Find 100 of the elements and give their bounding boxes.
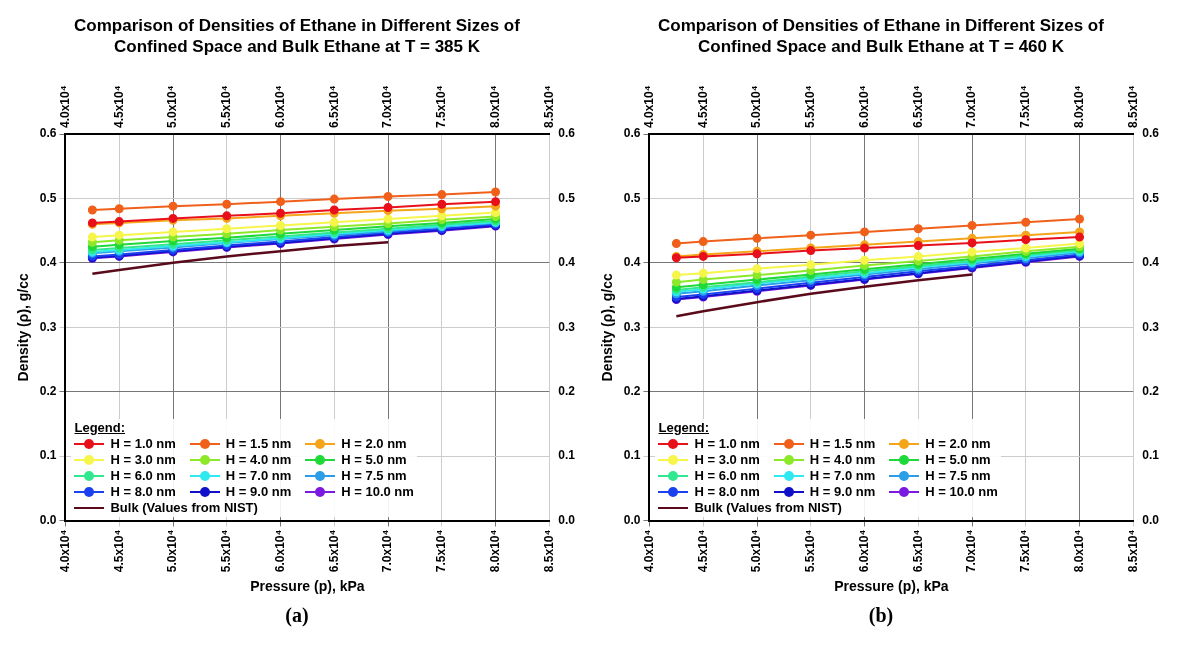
x-axis-title: Pressure (p), kPa xyxy=(250,578,365,595)
x-tick-label: 7.0x10⁴ xyxy=(380,85,395,128)
x2-tick-label: 8.5x10⁴ xyxy=(1125,529,1140,573)
legend-label: H = 8.0 nm xyxy=(693,483,760,500)
x2-tick-label: 4.0x10⁴ xyxy=(641,529,656,573)
x2-tick-label: 4.0x10⁴ xyxy=(57,529,72,573)
y2-tick-label: 0.3 xyxy=(558,319,576,334)
legend-label: H = 1.0 nm xyxy=(109,435,176,452)
x2-tick-label: 4.5x10⁴ xyxy=(695,529,710,573)
legend-label: H = 9.0 nm xyxy=(224,483,292,500)
x-axis-title: Pressure (p), kPa xyxy=(834,578,949,595)
y-tick-label: 0.4 xyxy=(623,255,641,270)
y2-tick-label: 0.1 xyxy=(558,448,576,463)
x2-tick-label: 4.5x10⁴ xyxy=(111,529,126,573)
x2-tick-label: 8.0x10⁴ xyxy=(487,529,502,573)
legend-label: H = 8.0 nm xyxy=(109,483,176,500)
legend-label: H = 1.0 nm xyxy=(693,435,760,452)
legend-label: H = 7.0 nm xyxy=(224,467,292,484)
y2-tick-label: 0.4 xyxy=(1142,255,1160,270)
y2-tick-label: 0.0 xyxy=(1142,512,1160,527)
y-tick-label: 0.2 xyxy=(39,384,57,399)
chart-title: Comparison of Densities of Ethane in Different Sizes of Confined Space and Bulk Ethane at T = 385 K xyxy=(73,15,521,58)
x-tick-label: 4.5x10⁴ xyxy=(111,85,126,128)
y-tick-label: 0.5 xyxy=(39,190,57,205)
y2-tick-label: 0.4 xyxy=(558,255,576,270)
x-tick-label: 4.5x10⁴ xyxy=(695,85,710,128)
x-tick-label: 6.0x10⁴ xyxy=(856,85,871,128)
legend-label: H = 1.5 nm xyxy=(808,435,876,452)
legend-label: H = 7.5 nm xyxy=(924,467,992,484)
x-tick-label: 4.0x10⁴ xyxy=(641,85,656,128)
legend-label: H = 3.0 nm xyxy=(693,451,760,468)
x-tick-label: 8.5x10⁴ xyxy=(1125,85,1140,128)
y2-tick-label: 0.2 xyxy=(1142,384,1160,399)
x2-tick-label: 5.0x10⁴ xyxy=(749,529,764,573)
legend-label: H = 4.0 nm xyxy=(224,451,292,468)
y-tick-label: 0.0 xyxy=(39,512,57,527)
legend-label: H = 9.0 nm xyxy=(808,483,876,500)
x2-tick-label: 8.0x10⁴ xyxy=(1071,529,1086,573)
y-tick-label: 0.0 xyxy=(623,512,641,527)
legend-label: H = 2.0 nm xyxy=(924,435,992,452)
legend-label: Bulk (Values from NIST) xyxy=(693,499,843,516)
x-tick-label: 7.5x10⁴ xyxy=(434,85,449,128)
x2-tick-label: 5.5x10⁴ xyxy=(219,529,234,573)
x2-tick-label: 5.5x10⁴ xyxy=(803,529,818,573)
x-tick-label: 7.5x10⁴ xyxy=(1018,85,1033,128)
y-tick-label: 0.1 xyxy=(39,448,57,463)
x2-tick-label: 6.0x10⁴ xyxy=(272,529,287,573)
y-tick-label: 0.2 xyxy=(623,384,641,399)
y2-tick-label: 0.6 xyxy=(1142,126,1160,141)
legend-label: H = 6.0 nm xyxy=(109,467,176,484)
y-tick-label: 0.3 xyxy=(623,319,641,334)
legend-title: Legend: xyxy=(658,419,711,436)
y-tick-label: 0.1 xyxy=(623,448,641,463)
legend-label: H = 4.0 nm xyxy=(808,451,876,468)
x-tick-label: 5.0x10⁴ xyxy=(749,85,764,128)
legend-label: H = 5.0 nm xyxy=(924,451,992,468)
y-axis-title: Density (ρ), g/cc xyxy=(599,272,616,382)
y-tick-label: 0.3 xyxy=(39,319,57,334)
x-tick-label: 8.5x10⁴ xyxy=(541,85,556,128)
x-tick-label: 5.5x10⁴ xyxy=(219,85,234,128)
y2-tick-label: 0.1 xyxy=(1142,448,1160,463)
y-tick-label: 0.4 xyxy=(39,255,57,270)
x2-tick-label: 7.0x10⁴ xyxy=(964,529,979,573)
legend-title: Legend: xyxy=(74,419,127,436)
x2-tick-label: 5.0x10⁴ xyxy=(165,529,180,573)
y2-tick-label: 0.5 xyxy=(558,190,576,205)
legend-label: H = 6.0 nm xyxy=(693,467,760,484)
y2-tick-label: 0.5 xyxy=(1142,190,1160,205)
text: (a) xyxy=(284,604,310,627)
x-tick-label: 8.0x10⁴ xyxy=(1071,85,1086,128)
legend-label: H = 5.0 nm xyxy=(340,451,408,468)
legend-label: H = 7.5 nm xyxy=(340,467,408,484)
x-tick-label: 5.5x10⁴ xyxy=(803,85,818,128)
x2-tick-label: 7.5x10⁴ xyxy=(1018,529,1033,573)
legend-label: H = 10.0 nm xyxy=(924,483,998,500)
text: (b) xyxy=(867,604,895,627)
x2-tick-label: 7.0x10⁴ xyxy=(380,529,395,573)
legend-label: H = 2.0 nm xyxy=(340,435,408,452)
legend-label: H = 3.0 nm xyxy=(109,451,176,468)
x2-tick-label: 8.5x10⁴ xyxy=(541,529,556,573)
y2-tick-label: 0.3 xyxy=(1142,319,1160,334)
x-tick-label: 6.5x10⁴ xyxy=(326,85,341,128)
y-tick-label: 0.6 xyxy=(39,126,57,141)
x-tick-label: 4.0x10⁴ xyxy=(57,85,72,128)
x-tick-label: 7.0x10⁴ xyxy=(964,85,979,128)
x-tick-label: 6.0x10⁴ xyxy=(272,85,287,128)
y-tick-label: 0.6 xyxy=(623,126,641,141)
x-tick-label: 8.0x10⁴ xyxy=(487,85,502,128)
x-tick-label: 6.5x10⁴ xyxy=(910,85,925,128)
x2-tick-label: 7.5x10⁴ xyxy=(434,529,449,573)
x2-tick-label: 6.0x10⁴ xyxy=(856,529,871,573)
legend-label: H = 1.5 nm xyxy=(224,435,292,452)
y-axis-title: Density (ρ), g/cc xyxy=(15,272,32,382)
legend-label: H = 7.0 nm xyxy=(808,467,876,484)
legend-label: Bulk (Values from NIST) xyxy=(109,499,259,516)
x2-tick-label: 6.5x10⁴ xyxy=(326,529,341,573)
x-tick-label: 5.0x10⁴ xyxy=(165,85,180,128)
y2-tick-label: 0.0 xyxy=(558,512,576,527)
chart-title: Comparison of Densities of Ethane in Different Sizes of Confined Space and Bulk Ethane at T = 460 K xyxy=(657,15,1105,58)
y2-tick-label: 0.6 xyxy=(558,126,576,141)
